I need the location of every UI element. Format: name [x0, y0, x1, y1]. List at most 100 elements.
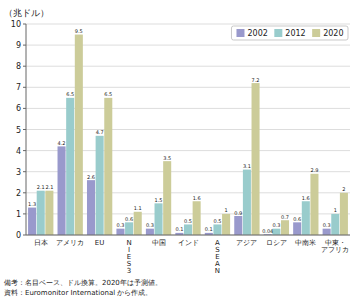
x-tick-label: アジア — [236, 239, 257, 247]
data-label: 2.9 — [310, 167, 318, 173]
data-label: 2.6 — [87, 174, 95, 180]
y-tick-label: 2 — [16, 189, 21, 198]
bar — [252, 83, 260, 235]
data-label: 6.5 — [104, 91, 112, 97]
grid-line — [26, 66, 350, 67]
bar — [28, 208, 36, 235]
data-label: 0.9 — [234, 210, 242, 216]
legend-label: 2002 — [247, 29, 267, 38]
data-label: 0.5 — [184, 218, 192, 224]
data-label: 1 — [225, 207, 228, 213]
grid-line — [26, 45, 350, 46]
bar — [146, 229, 154, 235]
grid-line — [26, 108, 350, 109]
y-tick-label: 10 — [11, 20, 21, 29]
title: （兆ドル） — [4, 8, 49, 18]
data-label: 4.7 — [96, 129, 104, 135]
x-tick-label: ロシア — [266, 239, 287, 247]
data-label: 0.3 — [116, 222, 124, 228]
data-labels: 1.34.22.60.30.30.10.10.90.040.60.32.16.5… — [28, 28, 345, 234]
y-tick-label: 8 — [16, 62, 21, 71]
x-tick-label: 中東・アフリカ — [321, 239, 349, 254]
data-label: 2 — [342, 186, 345, 192]
data-label: 3.1 — [243, 163, 251, 169]
grid-line — [26, 87, 350, 88]
bar — [116, 229, 124, 235]
legend-swatch — [236, 29, 244, 37]
grid-line — [26, 150, 350, 151]
x-tick-label: EU — [95, 239, 105, 247]
bar — [234, 216, 242, 235]
grid-line — [26, 213, 350, 214]
bar — [222, 214, 230, 235]
bar — [293, 222, 301, 235]
data-label: 1.6 — [193, 195, 201, 201]
data-label: 1.3 — [28, 201, 36, 207]
bar — [37, 191, 45, 235]
x-tick-label: 日本 — [34, 239, 48, 247]
data-label: 0.7 — [281, 214, 289, 220]
bar — [184, 224, 192, 235]
footnote: 資料：Euromonitor International から作成。 — [4, 289, 152, 297]
bar — [213, 224, 221, 235]
y-tick-label: 0 — [16, 231, 21, 240]
legend-swatch — [312, 29, 320, 37]
data-label: 0.6 — [125, 216, 133, 222]
data-label: 4.2 — [58, 140, 66, 146]
grid-line — [26, 24, 350, 25]
legend-frame — [231, 26, 348, 40]
x-tick-label: 中南米 — [295, 239, 316, 247]
legend-label: 2020 — [323, 29, 343, 38]
x-tick-label: インド — [178, 239, 199, 247]
chart: 0123456789101.34.22.60.30.30.10.10.90.04… — [0, 0, 354, 300]
data-label: 9.5 — [75, 28, 83, 34]
legend-label: 2012 — [285, 29, 305, 38]
bar — [104, 98, 112, 235]
grid — [26, 24, 350, 235]
bar — [243, 170, 251, 235]
data-label: 0.1 — [205, 226, 213, 232]
x-tick-label: NIES3 — [126, 239, 131, 275]
y-tick-label: 9 — [16, 41, 21, 50]
data-label: 2.1 — [37, 184, 45, 190]
bar — [331, 214, 339, 235]
data-label: 0.6 — [293, 216, 301, 222]
data-label: 0.3 — [146, 222, 154, 228]
bar — [75, 35, 83, 235]
data-label: 1.1 — [134, 205, 142, 211]
data-label: 1.5 — [155, 197, 163, 203]
y-tick-label: 4 — [16, 147, 21, 156]
data-label: 3.5 — [163, 155, 171, 161]
bar — [281, 220, 289, 235]
bar — [66, 98, 74, 235]
bar — [134, 212, 142, 235]
y-tick-label: 7 — [16, 83, 21, 92]
bar — [87, 180, 95, 235]
data-label: 1.6 — [302, 195, 310, 201]
bar — [96, 136, 104, 235]
x-tick-label: ASEAN — [215, 239, 220, 275]
bar — [155, 203, 163, 235]
x-tick-label: アメリカ — [56, 239, 84, 247]
data-label: 7.2 — [252, 77, 260, 83]
legend-swatch — [274, 29, 282, 37]
bar — [340, 193, 348, 235]
data-label: 0.5 — [213, 218, 221, 224]
bar — [58, 146, 66, 235]
bar — [310, 174, 318, 235]
grid-line — [26, 192, 350, 193]
y-tick-label: 1 — [16, 210, 21, 219]
data-label: 2.1 — [45, 184, 53, 190]
x-tick-label: 中国 — [152, 239, 166, 247]
bar — [193, 201, 201, 235]
footnote: 備考：名目ベース、ドル換算。2020年は予測値。 — [4, 279, 162, 287]
data-label: 0.04 — [262, 228, 273, 234]
data-label: 0.1 — [175, 226, 183, 232]
y-tick-label: 3 — [16, 168, 21, 177]
bar — [323, 229, 331, 235]
data-label: 1 — [334, 207, 337, 213]
legend: 2002 2012 2020 — [231, 26, 348, 40]
grid-line — [26, 171, 350, 172]
y-axis — [26, 24, 27, 235]
data-label: 6.5 — [66, 91, 74, 97]
